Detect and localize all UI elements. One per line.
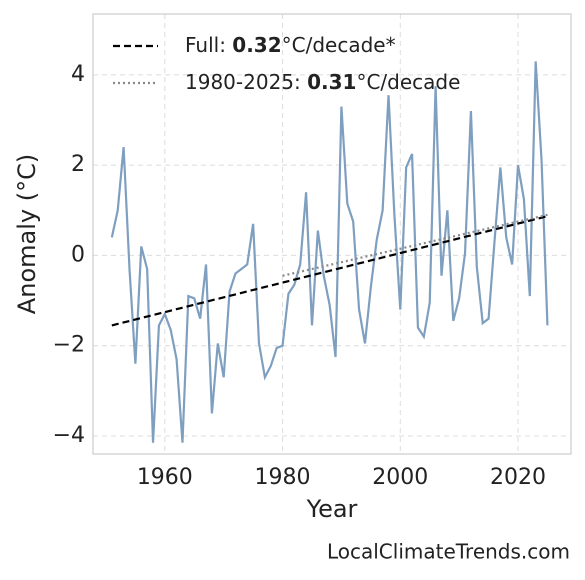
x-tick-label: 2000	[372, 465, 428, 490]
y-axis-label: Anomaly (°C)	[13, 154, 41, 314]
legend-label: Full: 0.32°C/decade*	[185, 33, 396, 57]
legend-label-part: °C/decade	[356, 70, 460, 94]
y-tick-label: 2	[71, 152, 85, 177]
x-tick-label: 2020	[490, 465, 546, 490]
x-axis-label: Year	[306, 495, 358, 523]
data-line	[110, 61, 549, 443]
plot-frame	[92, 13, 572, 455]
x-tick-label: 1960	[137, 465, 193, 490]
watermark: LocalClimateTrends.com	[327, 540, 570, 564]
y-tick-label: 0	[71, 242, 85, 267]
legend-label-part: °C/decade*	[282, 33, 396, 57]
y-tick-label: −4	[53, 423, 85, 448]
legend-label-part: 0.31	[307, 70, 356, 94]
legend-label-part: 1980-2025:	[185, 70, 307, 94]
y-tick-label: 4	[71, 62, 85, 87]
y-tick-label: −2	[53, 333, 85, 358]
trend-line	[111, 215, 548, 327]
legend-label-part: 0.32	[232, 33, 281, 57]
trend-line	[282, 213, 548, 277]
legend-label-part: Full:	[185, 33, 232, 57]
legend-label: 1980-2025: 0.31°C/decade	[185, 70, 460, 94]
x-tick-label: 1980	[255, 465, 311, 490]
